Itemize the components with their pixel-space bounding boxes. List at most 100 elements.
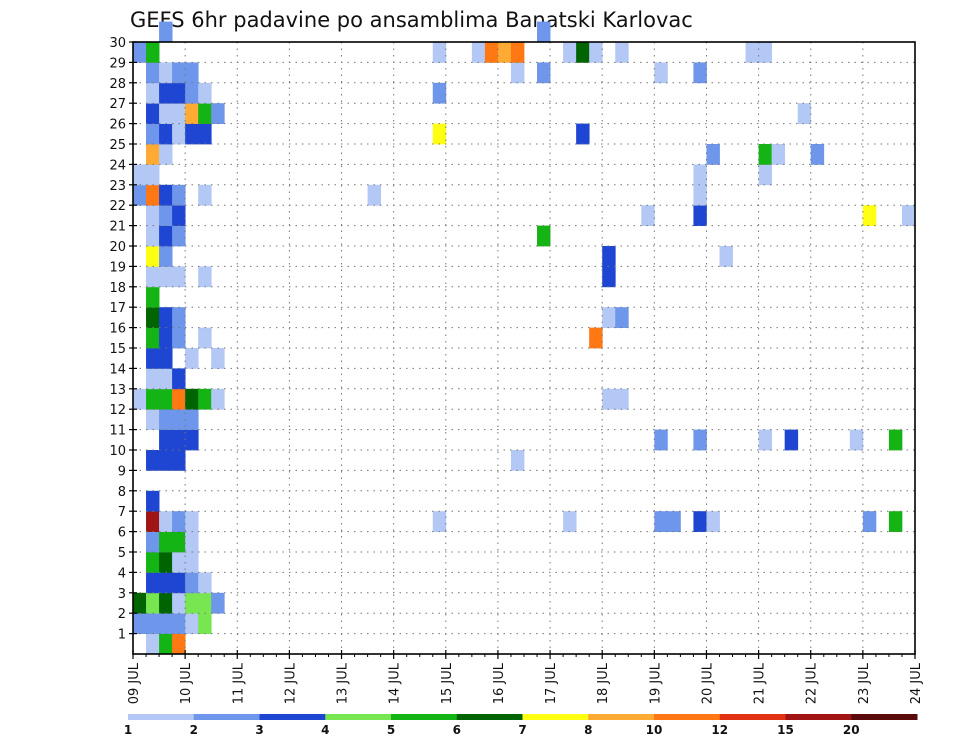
legend-swatch <box>522 714 589 720</box>
heatmap-cell <box>159 327 173 349</box>
heatmap-cell <box>185 592 199 614</box>
legend-label: 7 <box>518 723 526 737</box>
heatmap-cell <box>367 184 382 206</box>
heatmap-cell <box>667 511 681 532</box>
y-tick-label: 4 <box>118 566 126 581</box>
heatmap-cell <box>602 388 616 410</box>
heatmap-cell <box>146 409 160 430</box>
x-tick-label: 21 JUL <box>753 662 768 704</box>
heatmap-cell <box>510 42 525 63</box>
heatmap-cell <box>185 572 199 594</box>
x-tick-label: 15 JUL <box>440 662 455 704</box>
heatmap-cell <box>198 123 212 145</box>
heatmap-cell <box>654 511 668 532</box>
heatmap-cell <box>172 572 186 594</box>
heatmap-cell <box>654 62 668 84</box>
y-tick-label: 5 <box>118 546 126 561</box>
heatmap-cell <box>172 82 186 104</box>
x-tick-label: 13 JUL <box>336 662 351 704</box>
heatmap-cell <box>758 144 773 165</box>
heatmap-cell <box>146 348 160 369</box>
heatmap-cell <box>159 368 173 390</box>
heatmap-cell <box>719 246 733 267</box>
heatmap-cell <box>146 246 160 267</box>
heatmap-cell <box>654 429 668 451</box>
heatmap-cell <box>146 82 160 104</box>
heatmap-cell <box>862 205 877 226</box>
legend-swatch <box>193 714 260 720</box>
heatmap-cell <box>172 103 186 124</box>
y-tick-label: 6 <box>118 526 126 541</box>
heatmap-cell <box>146 225 160 247</box>
heatmap-cell <box>159 103 173 124</box>
heatmap-cell <box>146 327 160 349</box>
heatmap-cell <box>146 388 160 410</box>
heatmap-cell <box>563 511 577 532</box>
heatmap-cell <box>198 592 212 614</box>
heatmap-cell <box>185 429 199 451</box>
heatmap-cell <box>901 205 916 226</box>
legend-swatch <box>391 714 458 720</box>
heatmap-cell <box>146 144 160 165</box>
heatmap-cell <box>146 368 160 390</box>
y-tick-label: 27 <box>109 97 126 112</box>
heatmap-cell <box>146 205 160 226</box>
x-tick-label: 14 JUL <box>388 662 403 704</box>
y-tick-label: 13 <box>109 383 126 398</box>
heatmap-cell <box>211 103 225 124</box>
heatmap-cell <box>146 307 160 328</box>
heatmap-cell <box>146 286 160 308</box>
heatmap-cell <box>159 225 173 247</box>
heatmap-cell <box>159 205 173 226</box>
heatmap-cell <box>146 184 160 206</box>
heatmap-cell <box>133 388 147 410</box>
legend-label: 3 <box>255 723 263 737</box>
y-tick-label: 30 <box>109 36 126 51</box>
heatmap-cell <box>862 511 877 532</box>
heatmap-cell <box>185 613 199 634</box>
heatmap-cell <box>159 184 173 206</box>
heatmap-cell <box>172 552 186 573</box>
heatmap-cell <box>159 82 173 104</box>
heatmap-cell <box>146 450 160 471</box>
heatmap-cell <box>758 42 773 63</box>
heatmap-cell <box>576 123 590 145</box>
heatmap-cell <box>198 184 212 206</box>
y-tick-label: 28 <box>109 77 126 92</box>
heatmap-cell <box>133 613 147 634</box>
heatmap-cell <box>172 368 186 390</box>
heatmap-cell <box>159 450 173 471</box>
heatmap-cell <box>185 552 199 573</box>
heatmap-cell <box>172 266 186 288</box>
heatmap-cell <box>198 327 212 349</box>
heatmap-cell <box>537 62 551 84</box>
x-tick-label: 11 JUL <box>231 662 246 704</box>
y-tick-label: 23 <box>109 179 126 194</box>
x-tick-label: 19 JUL <box>648 662 663 704</box>
heatmap-cell <box>185 62 199 84</box>
heatmap-cell <box>159 409 173 430</box>
heatmap-cell <box>693 511 707 532</box>
heatmap-cell <box>172 205 186 226</box>
legend-label: 20 <box>843 723 860 737</box>
heatmap-cell <box>172 450 186 471</box>
heatmap-cell <box>159 592 173 614</box>
legend-swatch <box>259 714 326 720</box>
x-tick-label: 20 JUL <box>700 662 715 704</box>
heatmap-cell <box>172 613 186 634</box>
heatmap-cell <box>172 225 186 247</box>
heatmap-cell <box>159 572 173 594</box>
heatmap-cell <box>888 429 903 451</box>
legend-label: 15 <box>777 723 794 737</box>
y-tick-label: 18 <box>109 281 126 296</box>
heatmap-cell <box>484 42 499 63</box>
heatmap-cell <box>211 348 225 369</box>
heatmap-cell <box>133 42 147 63</box>
heatmap-cell <box>159 144 173 165</box>
heatmap-cell <box>771 144 786 165</box>
legend-swatch <box>128 714 195 720</box>
heatmap-cell <box>198 266 212 288</box>
heatmap-cell <box>146 103 160 124</box>
heatmap-cell <box>198 82 212 104</box>
heatmap-cell <box>159 511 173 532</box>
